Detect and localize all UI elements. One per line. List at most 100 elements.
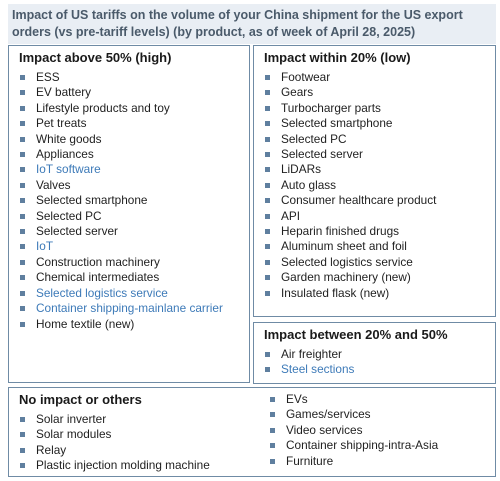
square-bullet-icon: [265, 105, 270, 111]
square-bullet-icon: [265, 229, 270, 235]
list-item: Footwear: [264, 70, 495, 85]
list-item: Aluminum sheet and foil: [264, 239, 495, 254]
list-item-label: Gears: [281, 85, 314, 100]
list-item: Gears: [264, 85, 495, 100]
square-bullet-icon: [20, 90, 25, 96]
list-item-label: IoT: [36, 239, 54, 254]
list-item: Container shipping-mainlane carrier: [19, 301, 249, 316]
list-item-label: ESS: [36, 70, 60, 84]
list-item-label: Pet treats: [36, 116, 87, 131]
list-item: Valves: [19, 178, 249, 193]
page-title: Impact of US tariffs on the volume of yo…: [8, 4, 496, 44]
square-bullet-icon: [20, 167, 25, 173]
square-bullet-icon: [20, 244, 25, 250]
square-bullet-icon: [20, 259, 25, 265]
list-impact-mid: Air freighter Steel sections: [254, 347, 495, 378]
list-item-label: Video services: [286, 422, 363, 437]
square-bullet-icon: [270, 427, 275, 433]
square-bullet-icon: [270, 443, 275, 449]
list-item: Turbocharger parts: [264, 101, 495, 116]
list-item: Home textile (new): [19, 317, 249, 332]
list-item-label: Turbocharger parts: [281, 100, 381, 115]
square-bullet-icon: [265, 213, 270, 219]
list-item: Consumer healthcare product: [264, 193, 495, 208]
list-item: Selected server: [264, 147, 495, 162]
list-item: Selected PC: [264, 132, 495, 147]
list-item-label: EV battery: [36, 85, 92, 100]
square-bullet-icon: [270, 458, 275, 464]
list-item: Relay: [19, 443, 259, 458]
square-bullet-icon: [265, 259, 270, 265]
square-bullet-icon: [20, 105, 25, 111]
panel-title-low: Impact within 20% (low): [264, 50, 411, 65]
list-item: Lifestyle products and toy: [19, 101, 249, 116]
list-item-label: Aluminum sheet and foil: [281, 239, 407, 254]
list-impact-high: ESS EV battery Lifestyle products and toy P…: [9, 70, 249, 332]
list-item-label: Lifestyle products and toy: [36, 100, 170, 115]
list-item: Plastic injection molding machine: [19, 458, 259, 473]
list-item: EV battery: [19, 85, 249, 100]
list-item: Selected smartphone: [264, 116, 495, 131]
list-item: Selected server: [19, 224, 249, 239]
panel-title-high: Impact above 50% (high): [19, 50, 172, 65]
square-bullet-icon: [265, 121, 270, 127]
square-bullet-icon: [265, 136, 270, 142]
square-bullet-icon: [20, 182, 25, 188]
list-item-label: Furniture: [286, 453, 334, 468]
list-item: EVs: [269, 392, 438, 407]
list-item-label: White goods: [36, 131, 102, 146]
list-impact-low: Footwear Gears Turbocharger parts Selected …: [254, 70, 495, 301]
list-item: Selected PC: [19, 209, 249, 224]
list-item-label: Appliances: [36, 147, 94, 162]
list-item: Appliances: [19, 147, 249, 162]
list-item: Selected smartphone: [19, 193, 249, 208]
square-bullet-icon: [265, 152, 270, 158]
list-item-label: Selected PC: [36, 208, 102, 223]
list-item: Chemical intermediates: [19, 270, 249, 285]
square-bullet-icon: [20, 229, 25, 235]
square-bullet-icon: [20, 75, 25, 80]
list-item: Selected logistics service: [264, 255, 495, 270]
list-item-label: Heparin finished drugs: [281, 224, 400, 239]
square-bullet-icon: [265, 167, 270, 173]
list-item-label: Selected logistics service: [281, 254, 413, 269]
list-item-label: Games/services: [286, 407, 371, 422]
square-bullet-icon: [265, 244, 270, 250]
list-item-label: Air freighter: [281, 347, 342, 361]
list-item: IoT: [19, 239, 249, 254]
square-bullet-icon: [20, 432, 25, 438]
square-bullet-icon: [20, 321, 25, 327]
list-item-label: Selected smartphone: [281, 116, 393, 131]
list-item-label: Solar modules: [36, 427, 112, 442]
list-no-impact-right: EVs Games/services Video services Container…: [259, 392, 438, 469]
list-item: Auto glass: [264, 178, 495, 193]
list-item: Solar modules: [19, 427, 259, 442]
square-bullet-icon: [20, 417, 25, 422]
panel-impact-high: Impact above 50% (high) ESS EV battery Lif…: [8, 45, 250, 383]
panel-impact-low: Impact within 20% (low) Footwear Gears Tur…: [253, 45, 496, 317]
list-item: Insulated flask (new): [264, 286, 495, 301]
list-item-label: Container shipping-mainlane carrier: [36, 301, 223, 316]
square-bullet-icon: [20, 136, 25, 142]
list-item-label: Footwear: [281, 70, 331, 84]
square-bullet-icon: [20, 306, 25, 312]
square-bullet-icon: [20, 121, 25, 127]
list-item: Heparin finished drugs: [264, 224, 495, 239]
list-item: Selected logistics service: [19, 286, 249, 301]
panel-no-impact: No impact or others Solar inverter Solar …: [8, 387, 496, 477]
square-bullet-icon: [265, 352, 270, 357]
square-bullet-icon: [265, 290, 270, 296]
square-bullet-icon: [265, 198, 270, 204]
list-item: IoT software: [19, 162, 249, 177]
square-bullet-icon: [20, 152, 25, 158]
square-bullet-icon: [265, 90, 270, 96]
list-item-label: API: [281, 208, 301, 223]
list-item-label: Selected smartphone: [36, 193, 148, 208]
square-bullet-icon: [20, 290, 25, 296]
list-item-label: Valves: [36, 177, 71, 192]
list-item: Video services: [269, 423, 438, 438]
square-bullet-icon: [20, 275, 25, 281]
list-item: Steel sections: [264, 362, 495, 377]
list-item-label: Container shipping-intra-Asia: [286, 438, 439, 453]
square-bullet-icon: [270, 412, 275, 418]
